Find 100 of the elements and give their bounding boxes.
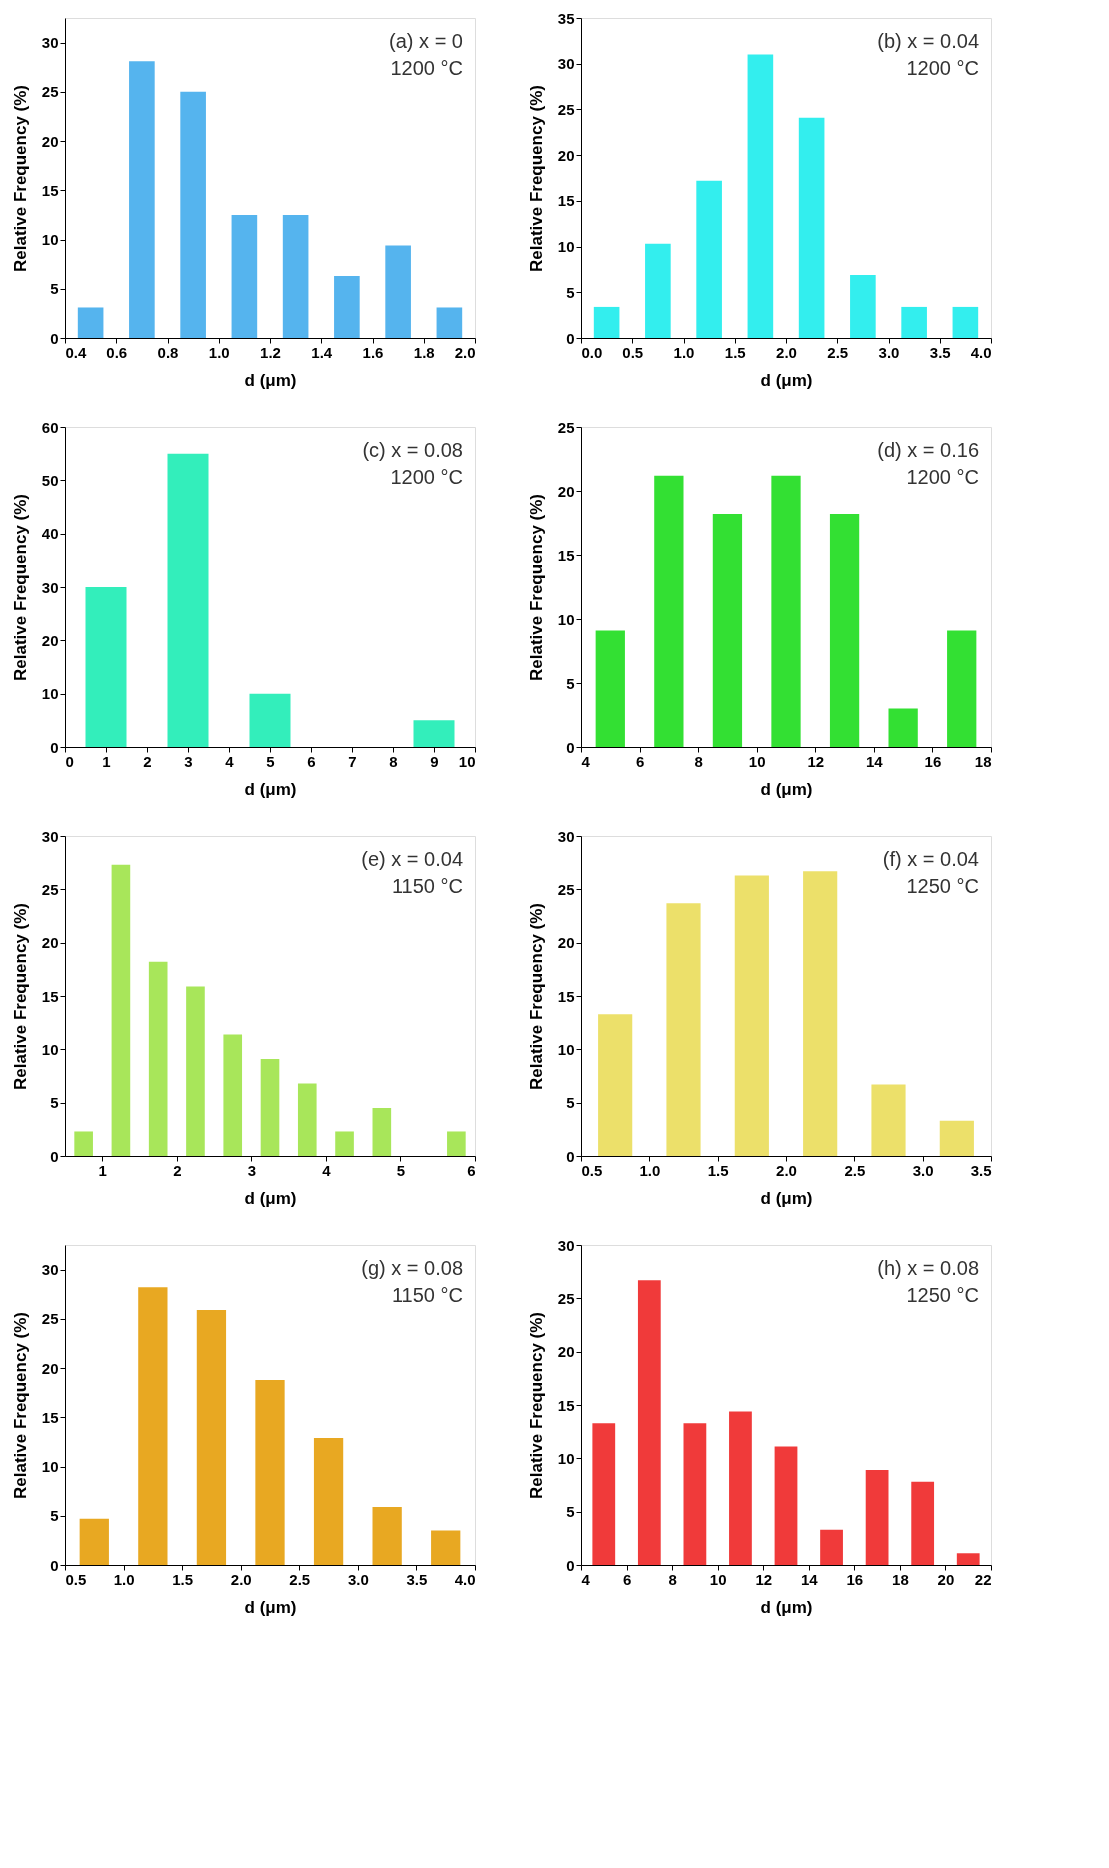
annotation: 1200 °C [906, 57, 979, 79]
x-tick-label: 1.2 [260, 343, 281, 361]
bar [249, 693, 291, 747]
x-tick-label: 3.0 [347, 1570, 369, 1588]
x-axis-title: d (μm) [244, 1188, 297, 1208]
annotation: 1200 °C [390, 57, 463, 79]
annotation: 1150 °C [391, 875, 463, 897]
x-tick-label: 0.6 [106, 343, 128, 361]
y-tick-label: 25 [557, 418, 575, 436]
bar [911, 1481, 935, 1565]
x-tick-label: 0.5 [622, 343, 644, 361]
y-tick-label: 5 [566, 674, 575, 692]
y-tick-label: 15 [41, 181, 59, 199]
bar [111, 864, 131, 1156]
y-tick-label: 0 [50, 738, 59, 756]
x-tick-label: 12 [755, 1570, 773, 1588]
x-tick-label: 1.5 [707, 1161, 729, 1179]
y-tick-label: 0 [566, 1556, 575, 1574]
x-tick-label: 3 [184, 752, 193, 770]
y-tick-label: 20 [557, 1343, 575, 1361]
x-tick-label: 2.0 [776, 343, 797, 361]
x-tick-label: 1.0 [673, 343, 695, 361]
x-tick-label: 12 [807, 752, 825, 770]
y-tick-label: 10 [557, 238, 575, 256]
x-tick-label: 8 [694, 752, 703, 770]
y-tick-label: 5 [566, 283, 575, 301]
x-tick-label: 4 [581, 752, 591, 770]
annotation: (d) x = 0.16 [877, 439, 979, 461]
x-tick-label: 2.0 [454, 343, 476, 361]
bar [223, 1034, 243, 1156]
y-tick-label: 20 [557, 146, 575, 164]
bar [820, 1529, 843, 1565]
annotation: (b) x = 0.04 [877, 30, 979, 52]
y-tick-label: 20 [41, 1359, 59, 1377]
bar [729, 1411, 752, 1565]
x-axis-title: d (μm) [244, 370, 297, 390]
y-tick-label: 15 [41, 987, 59, 1005]
x-tick-label: 16 [924, 752, 942, 770]
y-tick-label: 30 [557, 827, 575, 845]
x-tick-label: 3.0 [912, 1161, 934, 1179]
y-tick-label: 35 [557, 9, 575, 27]
bar [297, 1083, 317, 1156]
x-tick-label: 0.4 [65, 343, 88, 361]
y-tick-label: 20 [41, 631, 59, 649]
annotation: 1250 °C [906, 875, 979, 897]
bar [956, 1553, 980, 1565]
x-tick-label: 5 [266, 752, 275, 770]
y-tick-label: 5 [566, 1094, 575, 1112]
bar [774, 1446, 798, 1565]
y-tick-label: 15 [557, 546, 575, 564]
bar [413, 720, 455, 747]
bar [167, 453, 209, 747]
x-tick-label: 6 [307, 752, 316, 770]
bar [947, 630, 977, 747]
bar [186, 986, 205, 1156]
y-tick-label: 25 [41, 83, 59, 101]
x-tick-label: 2.5 [844, 1161, 866, 1179]
x-tick-label: 1.0 [208, 343, 230, 361]
x-axis-title: d (μm) [760, 370, 813, 390]
x-tick-label: 16 [846, 1570, 864, 1588]
bar [829, 514, 860, 747]
y-tick-label: 10 [41, 1458, 59, 1476]
y-tick-label: 5 [50, 1507, 59, 1525]
x-axis-title: d (μm) [760, 1597, 813, 1617]
x-axis-title: d (μm) [244, 779, 297, 799]
y-tick-label: 30 [41, 34, 59, 52]
y-tick-label: 10 [41, 1040, 59, 1058]
x-tick-label: 2 [173, 1161, 182, 1179]
x-tick-label: 8 [668, 1570, 677, 1588]
annotation: 1150 °C [391, 1284, 463, 1306]
y-tick-label: 0 [566, 738, 575, 756]
y-tick-label: 25 [557, 100, 575, 118]
y-tick-label: 30 [41, 578, 59, 596]
annotation: 1250 °C [906, 1284, 979, 1306]
y-tick-label: 20 [557, 934, 575, 952]
x-tick-label: 0 [65, 752, 74, 770]
annotation: 1200 °C [906, 466, 979, 488]
bar [372, 1108, 392, 1156]
y-axis-title: Relative Frequency (%) [10, 902, 30, 1091]
bar [683, 1423, 707, 1565]
bar [595, 630, 625, 747]
x-tick-label: 18 [974, 752, 992, 770]
x-tick-label: 4 [581, 1570, 591, 1588]
x-axis-title: d (μm) [760, 1188, 813, 1208]
annotation: (f) x = 0.04 [882, 848, 979, 870]
x-tick-label: 3.5 [970, 1161, 992, 1179]
bar [74, 1131, 93, 1156]
x-tick-label: 14 [866, 752, 884, 770]
y-tick-label: 5 [50, 280, 59, 298]
x-tick-label: 1.6 [362, 343, 384, 361]
x-tick-label: 2.0 [230, 1570, 252, 1588]
bar [85, 587, 127, 747]
y-tick-label: 40 [41, 525, 59, 543]
bar [654, 475, 684, 747]
y-tick-label: 15 [557, 1396, 575, 1414]
bar [888, 708, 918, 747]
y-tick-label: 5 [50, 1094, 59, 1112]
annotation: 1200 °C [390, 466, 463, 488]
annotation: (c) x = 0.08 [362, 439, 463, 461]
y-tick-label: 5 [566, 1503, 575, 1521]
